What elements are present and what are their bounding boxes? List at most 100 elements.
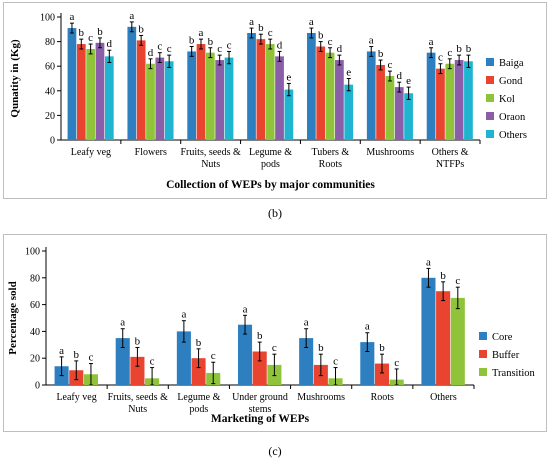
x-tick-label: Nuts [201,159,220,170]
bar-core [115,338,130,385]
x-tick-label: Under ground [232,392,288,403]
x-tick-label: Roots [319,159,342,170]
legend-swatch-core [479,332,487,340]
bar-gond [76,44,86,141]
significance-letter: c [89,352,94,364]
bar-oraon [95,42,105,140]
significance-letter: c [227,39,232,51]
bar-buffer [252,351,267,385]
legend-label-gond: Gond [499,76,523,87]
legend-swatch-oraon [486,112,494,120]
legend-label-baiga: Baiga [499,58,524,69]
y-tick-label: 100 [40,13,55,24]
significance-letter: b [257,330,263,342]
significance-letter: c [455,275,460,287]
significance-letter: c [394,357,399,369]
significance-letter: b [318,342,324,354]
y-tick-label: 20 [45,111,55,122]
x-tick-label: Flowers [135,147,167,158]
legend-swatch-baiga [486,58,494,66]
significance-letter: b [318,30,324,42]
bar-oraon [215,60,225,140]
bar-oraon [454,60,464,140]
significance-letter: a [304,317,309,329]
bar-baiga [366,51,376,140]
significance-letter: c [268,27,273,39]
legend-swatch-others [486,130,494,138]
significance-letter: b [97,26,103,38]
significance-letter: a [199,27,204,39]
bar-oraon [394,87,404,140]
significance-letter: b [456,43,462,55]
legend-label-buffer: Buffer [492,350,520,361]
bar-core [176,331,191,385]
bar-oraon [275,56,284,140]
bar-kol [205,52,215,140]
x-tick-label: Nuts [128,404,147,415]
bar-buffer [191,358,206,385]
x-tick-label: Tubers & [312,147,350,158]
x-tick-label: pods [261,159,280,170]
significance-letter: a [59,345,64,357]
significance-letter: c [272,342,277,354]
significance-letter: a [249,16,254,28]
x-tick-label: Mushrooms [297,392,345,403]
legend-swatch-buffer [479,350,487,358]
chart-panel-b: 0 20 40 60 80 100 Qunatity in (Kg) a b c b d Leafy v… [3,2,547,199]
significance-letter: e [406,75,411,87]
significance-letter: b [135,335,141,347]
significance-letter: c [157,41,162,53]
significance-letter: d [337,43,343,55]
bar-baiga [127,26,137,141]
y-tick-label: 60 [45,62,55,73]
significance-letter: a [70,11,75,23]
significance-letter: c [167,43,172,55]
bar-gond [316,46,326,140]
bar-baiga [307,32,316,140]
x-tick-label: Leafy veg [71,147,111,158]
significance-letter: a [309,16,314,28]
significance-letter: a [429,36,434,48]
bar-kol [146,63,155,140]
significance-letter: d [107,38,113,50]
bar-gond [256,39,266,140]
significance-letter: b [466,43,472,55]
legend-swatch-gond [486,76,494,84]
y-tick-label: 40 [30,327,40,338]
bar-core [421,277,436,385]
bar-others [344,84,354,140]
x-tick-label: NTFPs [436,159,464,170]
significance-letter: b [189,35,195,47]
significance-letter: c [88,32,93,44]
bar-others [464,61,473,140]
bar-baiga [247,32,256,140]
bar-kol [445,63,455,140]
significance-letter: e [286,71,291,83]
significance-letter: b [378,48,384,60]
significance-letter: b [379,342,385,354]
significance-letter: c [217,43,222,55]
y-tick-label: 40 [45,86,55,97]
significance-letter: c [447,47,452,59]
panel-label-c: (c) [268,444,282,458]
x-tick-label: Fruits, seeds & [108,392,169,403]
bar-core [360,342,375,385]
bar-gond [376,64,385,140]
significance-letter: a [369,35,374,47]
bar-buffer [130,356,145,385]
significance-letter: e [346,67,351,79]
significance-letter: b [208,36,214,48]
x-axis-title: Marketing of WEPs [211,413,310,425]
x-tick-label: Legume & [249,147,292,158]
x-tick-label: Mushrooms [366,147,414,158]
significance-letter: a [426,256,431,268]
bar-others [104,56,114,140]
bar-baiga [187,51,197,140]
bar-gond [436,68,445,140]
y-tick-label: 80 [30,273,40,284]
legend-label-others: Others [499,130,527,141]
bar-buffer [436,291,451,385]
bar-kol [265,44,275,141]
